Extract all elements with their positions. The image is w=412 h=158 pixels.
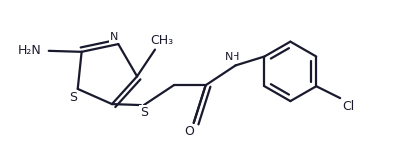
Text: H₂N: H₂N: [18, 44, 42, 57]
Text: N: N: [110, 32, 119, 42]
Text: CH₃: CH₃: [150, 34, 173, 47]
Text: O: O: [184, 125, 194, 138]
Text: S: S: [140, 106, 148, 118]
Text: Cl: Cl: [342, 100, 354, 112]
Text: S: S: [69, 91, 77, 104]
Text: N: N: [225, 52, 233, 61]
Text: H: H: [232, 52, 240, 61]
